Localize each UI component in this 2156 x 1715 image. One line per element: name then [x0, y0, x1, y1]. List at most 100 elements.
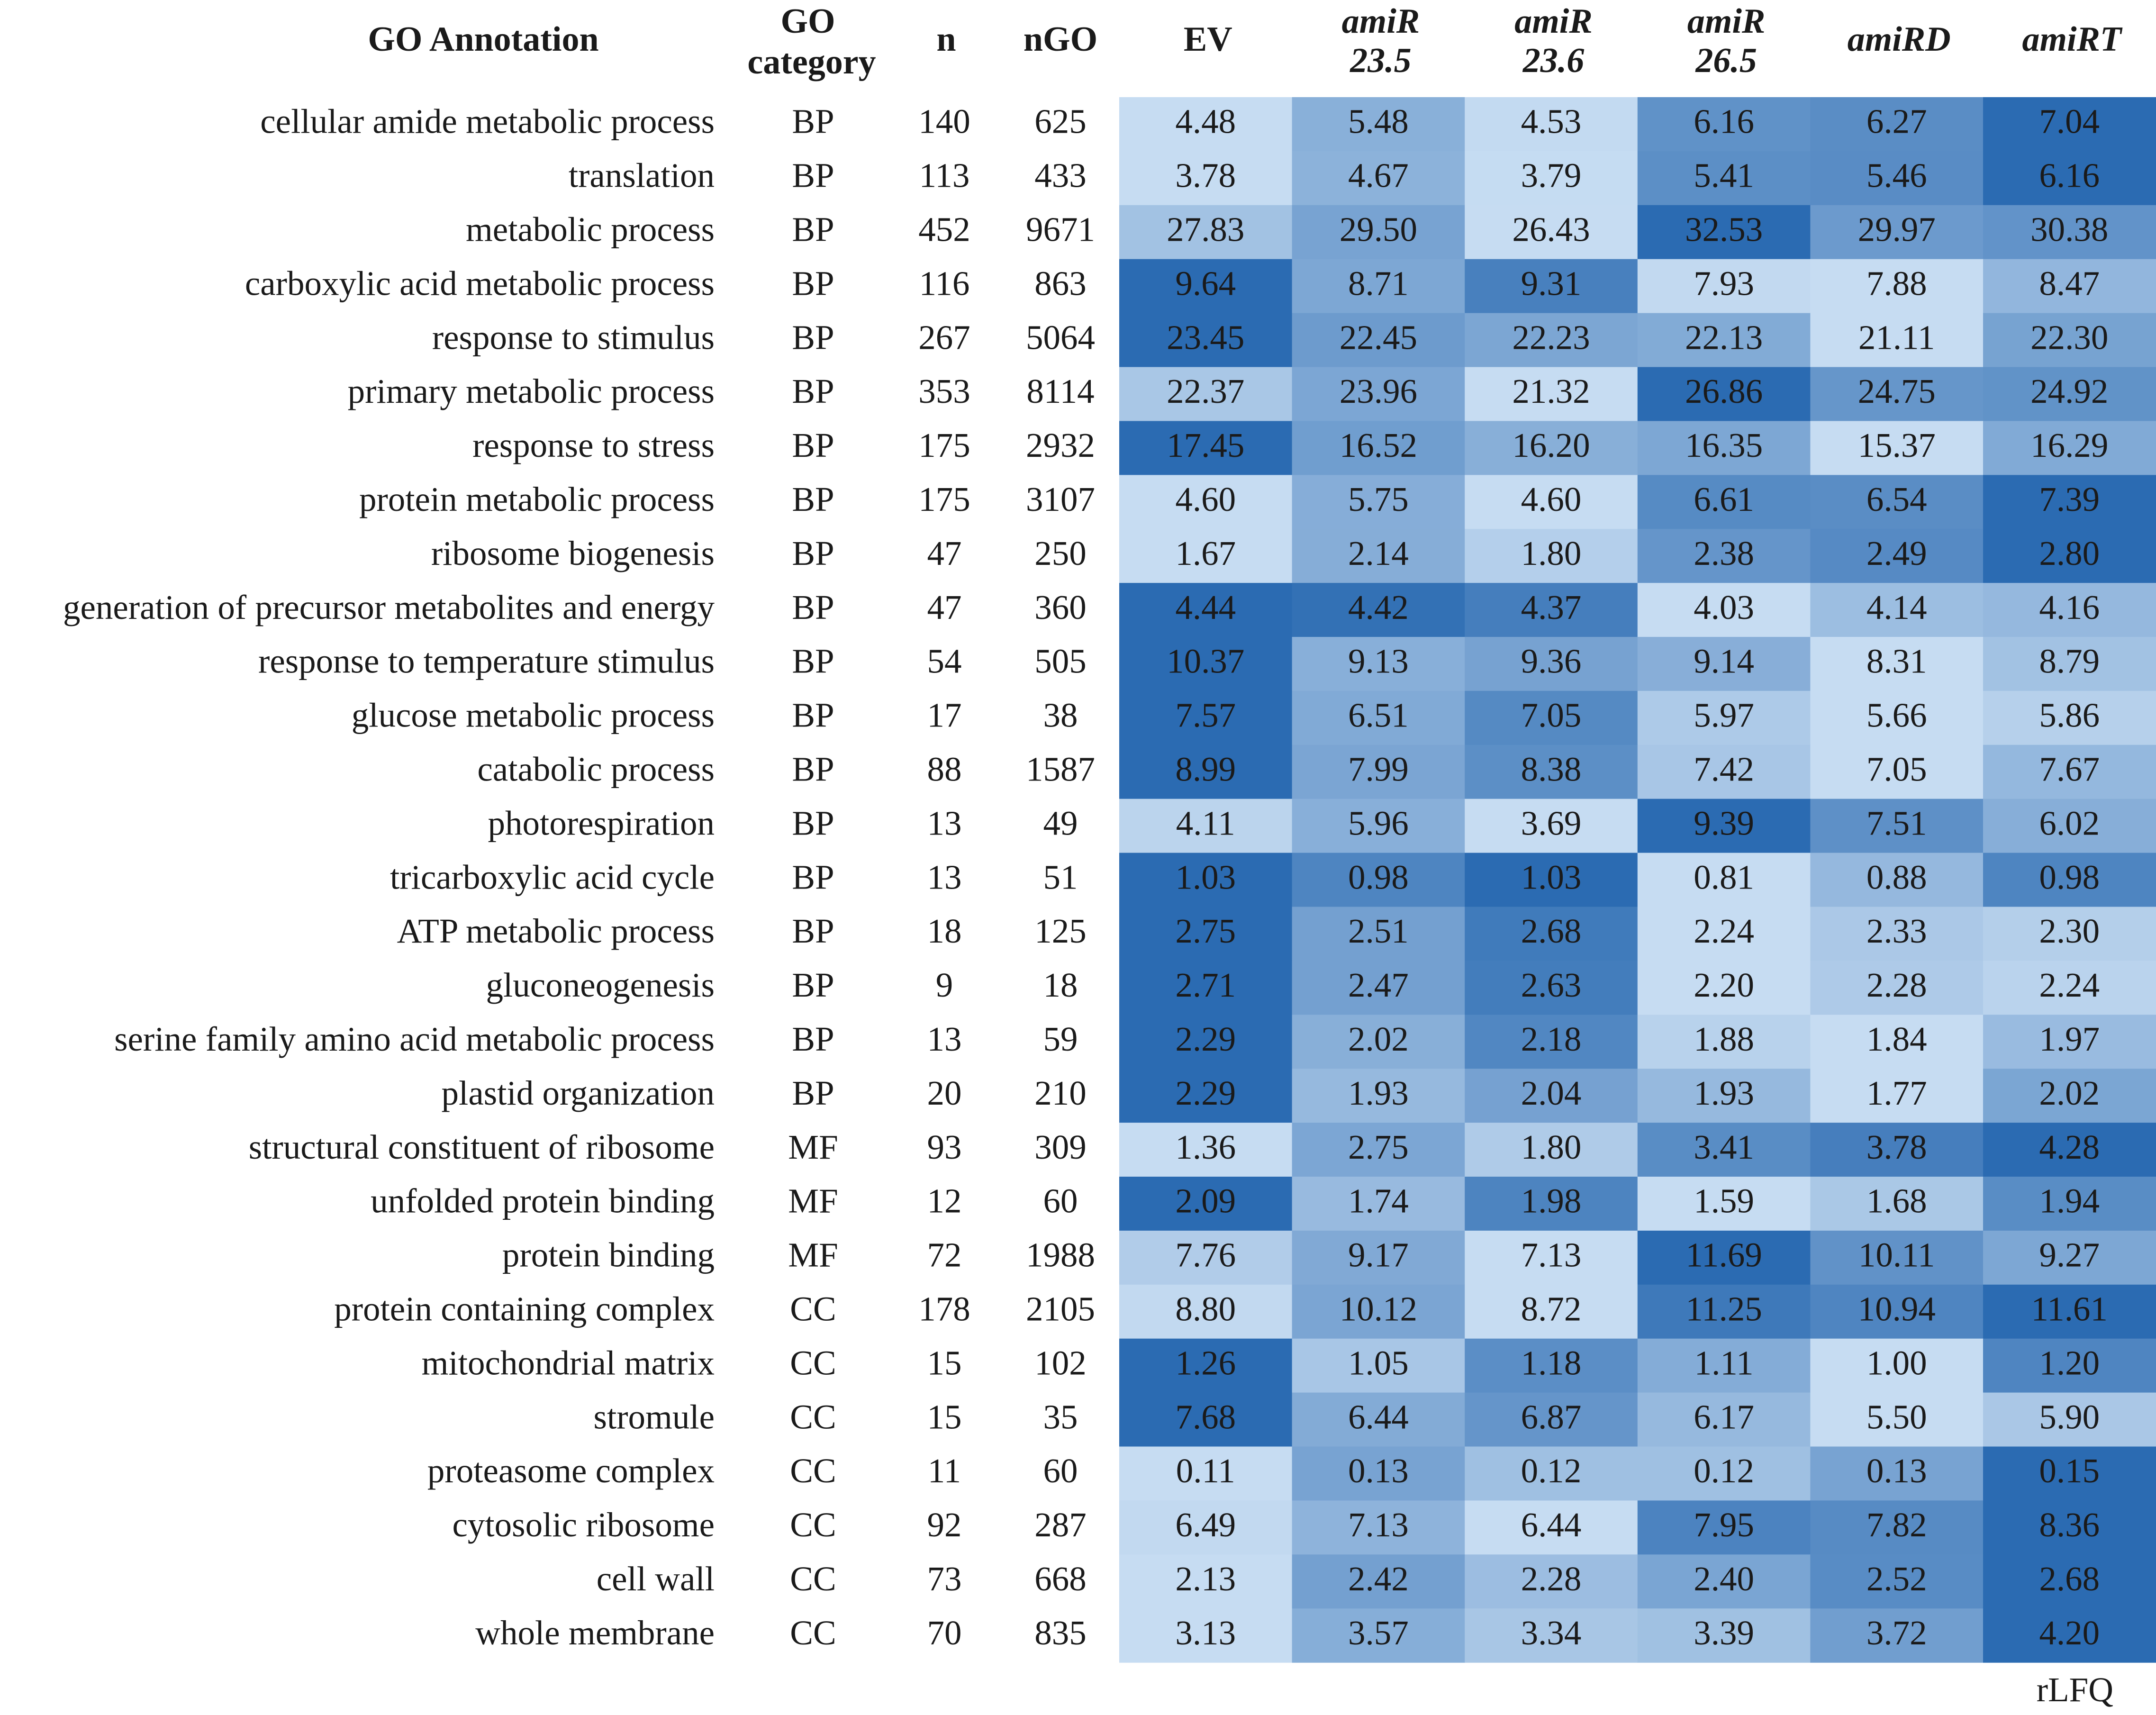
row-go-category: CC: [790, 1452, 836, 1490]
heatmap-cell: [1465, 367, 1638, 421]
row-label: carboxylic acid metabolic process: [245, 264, 715, 302]
cell-value: 8.38: [1521, 750, 1582, 789]
header-sample: amiRD: [1848, 20, 1951, 59]
row-go-category: BP: [792, 696, 834, 735]
cell-value: 29.97: [1858, 210, 1936, 249]
cell-value: 1.20: [2039, 1343, 2100, 1382]
row-n: 13: [927, 1020, 962, 1058]
cell-value: 4.60: [1175, 480, 1236, 518]
row-label: generation of precursor metabolites and …: [63, 588, 715, 626]
row-label: protein containing complex: [334, 1290, 715, 1328]
heatmap-cell: [1983, 367, 2156, 421]
row-label: protein metabolic process: [359, 480, 715, 518]
cell-value: 1.03: [1521, 858, 1582, 896]
heatmap-cell: [1292, 97, 1465, 152]
heatmap-cell: [1637, 1500, 1811, 1555]
cell-value: 9.13: [1348, 642, 1409, 681]
row-go-category: BP: [792, 804, 834, 842]
cell-value: 22.30: [2030, 318, 2108, 356]
heatmap-cell: [1465, 1338, 1638, 1393]
heatmap-cell: [1465, 1554, 1638, 1609]
row-ngo: 8114: [1026, 372, 1094, 410]
cell-value: 1.00: [1866, 1343, 1927, 1382]
cell-value: 26.43: [1512, 210, 1590, 249]
heatmap-cell: [1292, 1608, 1465, 1663]
header-go-annotation: GO Annotation: [368, 20, 598, 59]
cell-value: 2.40: [1694, 1560, 1754, 1598]
row-go-category: CC: [790, 1614, 836, 1652]
heatmap-cell: [1119, 205, 1293, 260]
cell-value: 2.63: [1521, 966, 1582, 1004]
cell-value: 0.11: [1176, 1452, 1235, 1490]
cell-value: 8.99: [1175, 750, 1236, 789]
heatmap-cell: [1637, 961, 1811, 1015]
heatmap-cell: [1983, 1123, 2156, 1177]
heatmap-cell: [1983, 583, 2156, 637]
row-n: 13: [927, 804, 962, 842]
heatmap-cell: [1292, 313, 1465, 368]
heatmap-cell: [1292, 1284, 1465, 1339]
cell-value: 29.50: [1340, 210, 1417, 249]
cell-value: 1.98: [1521, 1182, 1582, 1220]
heatmap-cell: [1810, 1015, 1984, 1069]
heatmap-cell: [1119, 1069, 1293, 1123]
cell-value: 4.48: [1175, 102, 1236, 141]
cell-value: 16.29: [2030, 426, 2108, 464]
row-ngo: 863: [1034, 264, 1087, 302]
cell-value: 7.05: [1866, 750, 1927, 789]
cell-value: 6.44: [1348, 1397, 1409, 1436]
heatmap-cell: [1810, 961, 1984, 1015]
row-go-category: BP: [792, 480, 834, 518]
cell-value: 2.75: [1348, 1128, 1409, 1166]
row-go-category: BP: [792, 1074, 834, 1112]
cell-value: 2.20: [1694, 966, 1754, 1004]
cell-value: 5.97: [1694, 696, 1754, 735]
row-label: ribosome biogenesis: [431, 534, 715, 572]
header-go-category: GO: [780, 2, 835, 41]
header-sample: amiRT: [2022, 20, 2122, 59]
cell-value: 6.51: [1348, 696, 1409, 735]
row-ngo: 505: [1034, 642, 1087, 681]
heatmap-cell: [1292, 1392, 1465, 1447]
heatmap-cell: [1637, 744, 1811, 799]
heatmap-cell: [1810, 907, 1984, 961]
header-ngo: nGO: [1024, 20, 1097, 59]
cell-value: 8.31: [1866, 642, 1927, 681]
row-label: response to stress: [472, 426, 715, 464]
cell-value: 23.96: [1340, 372, 1417, 410]
cell-value: 1.88: [1694, 1020, 1754, 1058]
row-go-category: BP: [792, 318, 834, 356]
cell-value: 22.23: [1512, 318, 1590, 356]
cell-value: 6.02: [2039, 804, 2100, 842]
cell-value: 4.16: [2039, 588, 2100, 626]
heatmap-cell: [1983, 1392, 2156, 1447]
cell-value: 0.15: [2039, 1452, 2100, 1490]
heatmap-cell: [1983, 1608, 2156, 1663]
row-ngo: 18: [1043, 966, 1078, 1004]
cell-value: 3.13: [1175, 1614, 1236, 1652]
cell-value: 3.39: [1694, 1614, 1754, 1652]
cell-value: 2.02: [1348, 1020, 1409, 1058]
heatmap-cell: [1119, 151, 1293, 206]
heatmap-cell: [1119, 961, 1293, 1015]
row-ngo: 309: [1034, 1128, 1087, 1166]
heatmap-cell: [1810, 367, 1984, 421]
cell-value: 2.42: [1348, 1560, 1409, 1598]
heatmap-cell: [1637, 421, 1811, 475]
heatmap-cell: [1465, 1230, 1638, 1285]
heatmap-cell: [1465, 529, 1638, 583]
cell-value: 2.68: [1521, 912, 1582, 950]
heatmap-cell: [1810, 744, 1984, 799]
cell-value: 11.25: [1685, 1290, 1762, 1328]
heatmap-cell: [1465, 205, 1638, 260]
heatmap-cell: [1465, 1123, 1638, 1177]
heatmap-cell: [1810, 1123, 1984, 1177]
row-ngo: 38: [1043, 696, 1078, 735]
row-ngo: 625: [1034, 102, 1087, 141]
heatmap-cell: [1637, 1123, 1811, 1177]
cell-value: 1.74: [1348, 1182, 1409, 1220]
heatmap-cell: [1465, 1069, 1638, 1123]
cell-value: 2.04: [1521, 1074, 1582, 1112]
row-go-category: MF: [788, 1128, 838, 1166]
